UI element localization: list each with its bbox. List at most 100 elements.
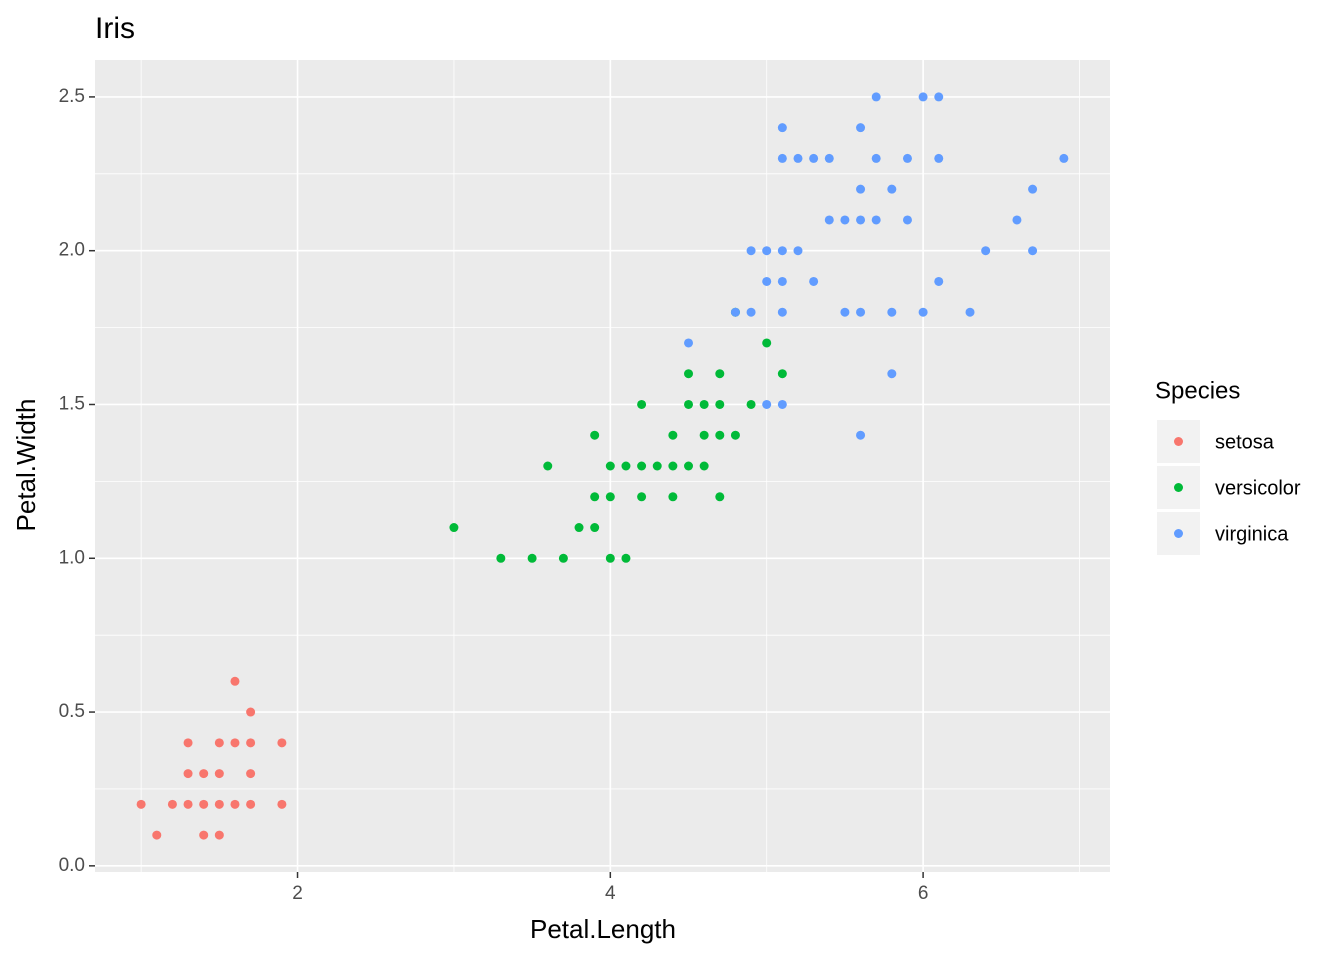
point	[699, 461, 709, 471]
point	[746, 307, 756, 317]
point	[856, 123, 866, 133]
point	[277, 799, 287, 809]
point	[777, 123, 787, 133]
legend-marker	[1174, 483, 1183, 492]
point	[199, 830, 209, 840]
point	[856, 184, 866, 194]
point	[1059, 153, 1069, 163]
legend-title: Species	[1155, 377, 1240, 404]
point	[699, 399, 709, 409]
x-tick-label: 4	[605, 883, 616, 904]
point	[887, 307, 897, 317]
point	[965, 307, 975, 317]
point	[637, 492, 647, 502]
point	[543, 461, 553, 471]
point	[934, 153, 944, 163]
point	[824, 153, 834, 163]
point	[715, 399, 725, 409]
point	[856, 215, 866, 225]
point	[777, 276, 787, 286]
point	[871, 153, 881, 163]
point	[183, 799, 193, 809]
y-tick-label: 1.5	[59, 394, 85, 415]
point	[934, 92, 944, 102]
point	[449, 523, 459, 533]
point	[809, 153, 819, 163]
point	[809, 276, 819, 286]
point	[590, 430, 600, 440]
point	[277, 738, 287, 748]
point	[214, 769, 224, 779]
point	[762, 399, 772, 409]
point	[746, 246, 756, 256]
point	[934, 276, 944, 286]
point	[856, 430, 866, 440]
point	[230, 799, 240, 809]
plot-panel	[95, 60, 1110, 872]
point	[777, 307, 787, 317]
point	[918, 92, 928, 102]
point	[793, 246, 803, 256]
legend-label: virginica	[1215, 523, 1289, 545]
point	[590, 492, 600, 502]
legend-marker	[1174, 437, 1183, 446]
point	[246, 707, 256, 717]
point	[652, 461, 662, 471]
y-tick-label: 0.5	[59, 701, 85, 722]
point	[871, 92, 881, 102]
point	[840, 215, 850, 225]
point	[699, 430, 709, 440]
point	[621, 461, 631, 471]
point	[152, 830, 162, 840]
point	[1012, 215, 1022, 225]
legend-marker	[1174, 529, 1183, 538]
x-axis-label: Petal.Length	[530, 914, 676, 944]
point	[605, 492, 615, 502]
point	[1028, 184, 1038, 194]
point	[621, 553, 631, 563]
point	[230, 738, 240, 748]
point	[715, 430, 725, 440]
point	[246, 738, 256, 748]
point	[637, 399, 647, 409]
point	[199, 769, 209, 779]
point	[777, 246, 787, 256]
point	[730, 307, 740, 317]
point	[136, 799, 146, 809]
y-tick-label: 2.5	[59, 86, 85, 107]
point	[637, 461, 647, 471]
legend-label: setosa	[1215, 431, 1275, 453]
point	[199, 799, 209, 809]
point	[246, 769, 256, 779]
point	[214, 799, 224, 809]
point	[558, 553, 568, 563]
point	[715, 492, 725, 502]
y-tick-label: 1.0	[59, 547, 85, 568]
point	[684, 461, 694, 471]
point	[715, 369, 725, 379]
point	[230, 676, 240, 686]
point	[824, 215, 834, 225]
point	[167, 799, 177, 809]
point	[246, 799, 256, 809]
point	[762, 338, 772, 348]
point	[762, 276, 772, 286]
point	[183, 738, 193, 748]
point	[918, 307, 928, 317]
chart-title: Iris	[95, 12, 135, 45]
point	[668, 492, 678, 502]
point	[887, 184, 897, 194]
point	[668, 430, 678, 440]
point	[684, 399, 694, 409]
point	[746, 399, 756, 409]
point	[590, 523, 600, 533]
point	[684, 369, 694, 379]
point	[981, 246, 991, 256]
point	[777, 369, 787, 379]
legend-label: versicolor	[1215, 477, 1301, 499]
point	[777, 153, 787, 163]
point	[887, 369, 897, 379]
point	[856, 307, 866, 317]
point	[214, 830, 224, 840]
